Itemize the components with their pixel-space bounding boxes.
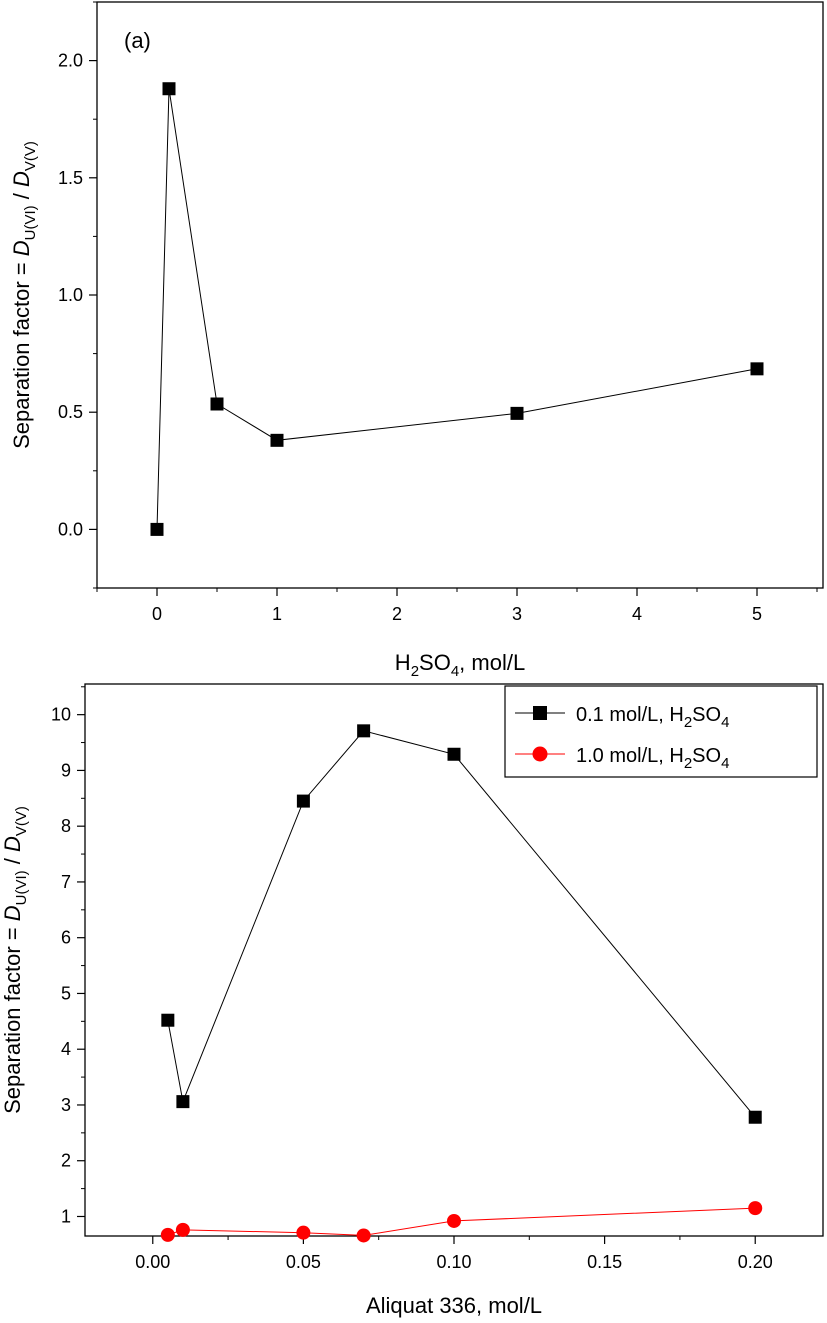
chart-a-series-1-point xyxy=(150,522,164,536)
chart-a-series-1-point xyxy=(510,406,524,420)
chart-a-x-tick-label: 2 xyxy=(392,604,402,624)
chart-a-x-tick-label: 4 xyxy=(632,604,642,624)
chart-b-x-axis-title: Aliquat 336, mol/L xyxy=(366,1293,542,1318)
chart-a-x-tick-label: 5 xyxy=(752,604,762,624)
chart-b-y-tick-label: 4 xyxy=(61,1039,71,1059)
chart-a-ticks: 0 1 2 3 4 5 0.0 0.5 1.0 1.5 2.0 xyxy=(58,1,818,624)
chart-a-lines xyxy=(156,88,758,530)
chart-b-marks xyxy=(160,724,763,1243)
chart-a: (a) 0 1 2 3 4 5 0.0 0.5 1.0 1.5 2.0 H2SO4, mol/L S… xyxy=(9,1,824,680)
chart-a-x-tick-label: 3 xyxy=(512,604,522,624)
legend-label-series-2: 1.0 mol/L, H2SO4 xyxy=(576,745,729,772)
chart-b-x-tick-label: 0.20 xyxy=(738,1252,773,1272)
chart-b-series-1-point xyxy=(161,1013,175,1027)
chart-a-series-1-line xyxy=(156,88,758,530)
chart-b-series-1-point xyxy=(447,747,461,761)
legend-marker-square xyxy=(533,706,547,720)
chart-a-x-tick-label: 1 xyxy=(272,604,282,624)
chart-a-plot-frame xyxy=(96,1,824,589)
chart-b-series-2-point xyxy=(296,1225,311,1240)
chart-b-x-tick-label: 0.15 xyxy=(587,1252,622,1272)
chart-b-series-1-point xyxy=(357,724,371,738)
chart-b-y-tick-label: 5 xyxy=(61,983,71,1003)
legend-marker-circle xyxy=(532,746,548,762)
chart-a-panel-label: (a) xyxy=(124,28,151,53)
chart-a-y-axis-title: Separation factor = DU(VI) / DV(V) xyxy=(9,141,39,449)
chart-a-series-1-point xyxy=(270,433,284,447)
chart-a-series-1-point xyxy=(162,82,176,96)
chart-b-series-2-line xyxy=(167,1207,756,1236)
chart-a-y-tick-label: 2.0 xyxy=(58,51,83,71)
chart-b-legend: 0.1 mol/L, H2SO4 1.0 mol/L, H2SO4 xyxy=(504,685,818,778)
chart-b-series-2-point xyxy=(160,1227,175,1242)
chart-a-y-tick-label: 0.5 xyxy=(58,402,83,422)
chart-b-y-tick-label: 2 xyxy=(61,1151,71,1171)
chart-a-y-tick-label: 1.5 xyxy=(58,168,83,188)
legend-label-series-1: 0.1 mol/L, H2SO4 xyxy=(576,704,729,731)
chart-b-y-tick-label: 7 xyxy=(61,872,71,892)
chart-b-lines xyxy=(167,730,756,1236)
chart-a-x-tick-label: 0 xyxy=(152,604,162,624)
chart-b-y-tick-label: 9 xyxy=(61,760,71,780)
chart-b-y-tick-label: 6 xyxy=(61,928,71,948)
chart-a-series-1-point xyxy=(750,362,764,376)
chart-b-series-2-point xyxy=(356,1228,371,1243)
chart-b-x-tick-label: 0.00 xyxy=(135,1252,170,1272)
chart-b-y-tick-label: 1 xyxy=(61,1206,71,1226)
chart-b-series-1-line xyxy=(167,730,756,1118)
chart-a-y-tick-label: 0.0 xyxy=(58,519,83,539)
chart-a-x-axis-title: H2SO4, mol/L xyxy=(395,650,525,680)
chart-b-series-2-point xyxy=(175,1222,190,1237)
chart-b-series-2-point xyxy=(447,1213,461,1228)
chart-b-x-tick-label: 0.10 xyxy=(436,1252,471,1272)
chart-b-y-tick-label: 10 xyxy=(51,705,71,725)
chart-a-series-1-point xyxy=(210,397,224,411)
chart-a-marks xyxy=(150,82,764,536)
chart-b-series-1-point xyxy=(176,1095,190,1109)
chart-b-series-2-point xyxy=(748,1201,763,1216)
chart-b-y-axis-title: Separation factor = DU(VI) / DV(V) xyxy=(0,806,30,1114)
chart-b-y-tick-label: 8 xyxy=(61,816,71,836)
chart-b-ticks: 0.00 0.05 0.10 0.15 0.20 1 2 3 4 5 6 7 8 9 10 xyxy=(51,686,773,1272)
chart-b-x-tick-label: 0.05 xyxy=(286,1252,321,1272)
legend-box xyxy=(504,685,818,778)
chart-b-y-tick-label: 3 xyxy=(61,1095,71,1115)
chart-b-series-1-point xyxy=(748,1110,762,1124)
chart-b-series-1-point xyxy=(296,794,310,808)
chart-a-y-tick-label: 1.0 xyxy=(58,285,83,305)
chart-b: 0.00 0.05 0.10 0.15 0.20 1 2 3 4 5 6 7 8 9 10 0.1 mol/… xyxy=(0,683,824,1318)
